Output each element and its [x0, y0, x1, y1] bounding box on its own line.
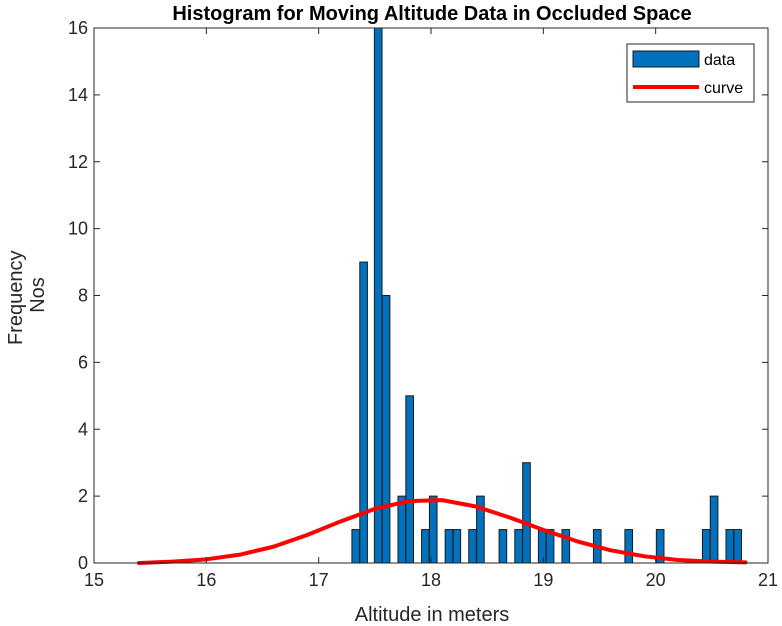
histogram-bar: [522, 462, 531, 564]
histogram-bar: [359, 261, 368, 564]
y-tick-label: 16: [68, 18, 88, 38]
x-tick-label: 17: [309, 570, 329, 590]
histogram-bar: [514, 529, 523, 564]
fit-curve-line: [136, 498, 748, 565]
histogram-bar: [373, 27, 383, 564]
legend: data curve: [626, 43, 755, 103]
y-axis-title-line-2: Nos: [27, 277, 49, 313]
x-tick-label: 21: [758, 570, 778, 590]
histogram-bar: [381, 295, 391, 564]
y-tick-label: 0: [78, 553, 88, 573]
x-tick-label: 16: [196, 570, 216, 590]
histogram-bar: [709, 495, 719, 564]
y-axis-title: Frequency Nos: [5, 245, 49, 345]
histogram-bar: [444, 529, 454, 564]
legend-swatch-data: [632, 50, 700, 68]
histogram-bar: [405, 395, 414, 564]
y-axis-ticks: 0 2 4 6 8 10 12 14 16: [68, 18, 768, 573]
histogram-bar: [537, 529, 547, 564]
histogram-bar: [498, 529, 508, 564]
plot-area: [94, 28, 768, 563]
y-tick-label: 2: [78, 486, 88, 506]
histogram-bar: [725, 529, 735, 564]
x-axis-title: Altitude in meters: [355, 604, 510, 626]
chart-title: Histogram for Moving Altitude Data in Oc…: [172, 3, 691, 25]
y-tick-label: 8: [78, 286, 88, 306]
y-axis-title-line-1: Frequency: [5, 251, 27, 346]
histogram-bar: [421, 529, 430, 564]
y-tick-label: 10: [68, 219, 88, 239]
histogram-bar: [701, 529, 711, 564]
histogram-bar: [397, 495, 407, 564]
legend-label-data: data: [704, 52, 735, 69]
x-tick-label: 18: [421, 570, 441, 590]
x-tick-label: 15: [84, 570, 104, 590]
histogram-bar: [733, 529, 742, 564]
x-tick-label: 19: [533, 570, 553, 590]
y-tick-label: 4: [78, 419, 88, 439]
histogram-bar: [428, 495, 438, 564]
y-tick-label: 12: [68, 152, 88, 172]
x-axis-ticks: 15 16 17 18 19 20 21: [84, 28, 778, 590]
histogram-bar: [468, 529, 477, 564]
y-tick-label: 14: [68, 85, 88, 105]
x-tick-label: 20: [646, 570, 666, 590]
legend-label-curve: curve: [704, 80, 743, 97]
histogram-bar: [351, 529, 361, 564]
histogram-bar: [624, 529, 634, 564]
y-tick-label: 6: [78, 352, 88, 372]
histogram-bar: [452, 529, 462, 564]
